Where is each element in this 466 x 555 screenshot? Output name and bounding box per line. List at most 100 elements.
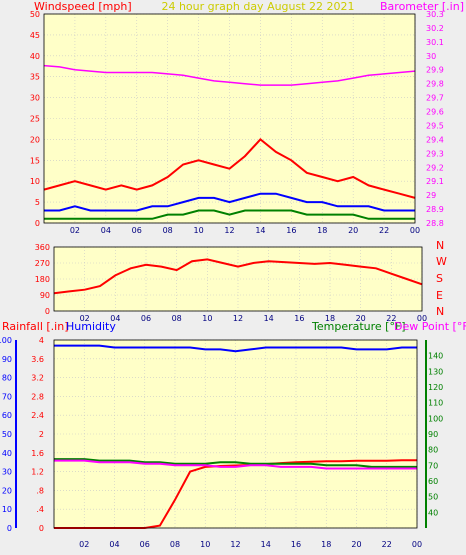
y-tick-label: 40	[30, 52, 40, 61]
y2-tick-label: 29.8	[426, 80, 444, 89]
x-tick-label: 04	[101, 226, 111, 235]
humidity-tick-label: 20	[2, 486, 12, 495]
y2-tick-label: 29.7	[426, 94, 444, 103]
series-dew-point-line	[54, 459, 417, 470]
humidity-axis-title: Humidity	[66, 320, 116, 333]
temp-tick-label: 50	[428, 493, 438, 502]
rain-tick-label: .8	[36, 486, 44, 495]
windspeed-barometer-panel: 0 5 10 15 20 25 30 35 40 45 50 28.8 28.9 29 29.1 29.2 29…	[30, 10, 444, 235]
temp-tick-label: 140	[428, 352, 443, 361]
temp-tick-label: 90	[428, 430, 438, 439]
y2-tick-label: 29.4	[426, 135, 444, 144]
x-tick-label: 10	[200, 540, 210, 549]
x-tick-label: 02	[80, 314, 90, 323]
x-tick-label: 12	[233, 314, 243, 323]
x-tick-label: 22	[382, 540, 392, 549]
x-tick-label: 18	[317, 226, 327, 235]
x-tick-label: 06	[132, 226, 142, 235]
x-tick-label: 06	[141, 314, 151, 323]
y-tick-label: 15	[30, 156, 40, 165]
x-tick-label: 12	[230, 540, 240, 549]
y2-tick-label: 29.9	[426, 66, 444, 75]
x-tick-label: 00	[412, 540, 422, 549]
plot-border	[53, 246, 423, 312]
windspeed-axis-title: Windspeed [mph]	[34, 0, 132, 13]
humidity-tick-label: 90	[2, 355, 12, 364]
y-tick-label: 20	[30, 135, 40, 144]
series-low-line	[44, 209, 415, 220]
x-tick-label: 02	[70, 226, 80, 235]
y-tick-label: 0	[35, 219, 40, 228]
humidity-tick-label: 10	[2, 505, 12, 514]
y2-tick-label: 29.2	[426, 163, 444, 172]
y-tick-label: 50	[30, 10, 40, 19]
x-tick-label: 14	[264, 314, 274, 323]
x-tick-label: 16	[294, 314, 304, 323]
rain-tick-label: 2	[39, 430, 44, 439]
humidity-tick-label: 0	[7, 524, 12, 533]
plot-border	[53, 339, 418, 529]
x-tick-label: 10	[202, 314, 212, 323]
humidity-tick-label: 80	[2, 374, 12, 383]
y2-tick-label: 29.6	[426, 108, 444, 117]
series-average-line	[44, 192, 415, 212]
series-gust-line	[43, 138, 416, 199]
series-barometer-line	[43, 64, 416, 86]
x-tick-label: 08	[170, 540, 180, 549]
x-tick-label: 18	[321, 540, 331, 549]
temp-tick-label: 80	[428, 446, 438, 455]
compass-s: S	[436, 272, 443, 285]
temp-tick-label: 110	[428, 399, 443, 408]
x-tick-label: 16	[286, 226, 296, 235]
humidity-tick-label: 100	[0, 336, 12, 345]
compass-w: W	[436, 255, 447, 268]
y2-tick-label: 29.3	[426, 149, 444, 158]
humidity-tick-label: 40	[2, 449, 12, 458]
x-tick-label: 18	[325, 314, 335, 323]
x-tick-label: 22	[379, 226, 389, 235]
rain-tick-label: 3.6	[31, 355, 44, 364]
x-tick-label: 20	[356, 314, 366, 323]
y2-tick-label: 30	[426, 52, 436, 61]
x-tick-label: 08	[172, 314, 182, 323]
y-tick-label: 35	[30, 73, 40, 82]
rain-tick-label: 2.8	[31, 392, 44, 401]
series-wind-direction-line	[53, 258, 423, 295]
rain-tick-label: 4	[39, 336, 44, 345]
rainfall-axis-title: Rainfall [.in]	[2, 320, 69, 333]
rain-tick-label: 1.6	[31, 449, 44, 458]
x-tick-label: 08	[163, 226, 173, 235]
temperature-axis-title: Temperature [°F]	[311, 320, 406, 333]
x-tick-label: 14	[261, 540, 271, 549]
series-temperature-line	[54, 458, 417, 468]
humidity-tick-label: 30	[2, 468, 12, 477]
y-tick-label: 5	[35, 198, 40, 207]
y-tick-label: 45	[30, 31, 40, 40]
y-tick-label: 90	[40, 291, 50, 300]
x-tick-label: 20	[348, 226, 358, 235]
rain-tick-label: 1.2	[31, 468, 44, 477]
wind-direction-panel: 0 90 180 270 360 02 04 06 08 10 12 14 16 18 20 22 00	[35, 243, 427, 323]
y2-tick-label: 28.8	[426, 219, 444, 228]
x-tick-label: 04	[110, 314, 120, 323]
x-tick-label: 06	[140, 540, 150, 549]
x-tick-label: 14	[255, 226, 265, 235]
y-tick-label: 10	[30, 177, 40, 186]
compass-n-bottom: N	[436, 305, 444, 318]
x-tick-label: 10	[193, 226, 203, 235]
chart-title: 24 hour graph day August 22 2021	[161, 0, 354, 13]
humidity-tick-label: 60	[2, 411, 12, 420]
y-tick-label: 360	[35, 243, 50, 252]
barometer-axis-title: Barometer [.in]	[380, 0, 464, 13]
temp-tick-label: 40	[428, 508, 438, 517]
y2-tick-label: 30.2	[426, 24, 444, 33]
compass-e: E	[436, 289, 443, 302]
y-tick-label: 180	[35, 275, 50, 284]
temp-tick-label: 120	[428, 383, 443, 392]
x-tick-label: 00	[410, 226, 420, 235]
temp-tick-label: 130	[428, 367, 443, 376]
temp-tick-label: 100	[428, 414, 443, 423]
y2-tick-label: 29.1	[426, 177, 444, 186]
dewpoint-axis-title: Dew Point [°F]	[394, 320, 466, 333]
